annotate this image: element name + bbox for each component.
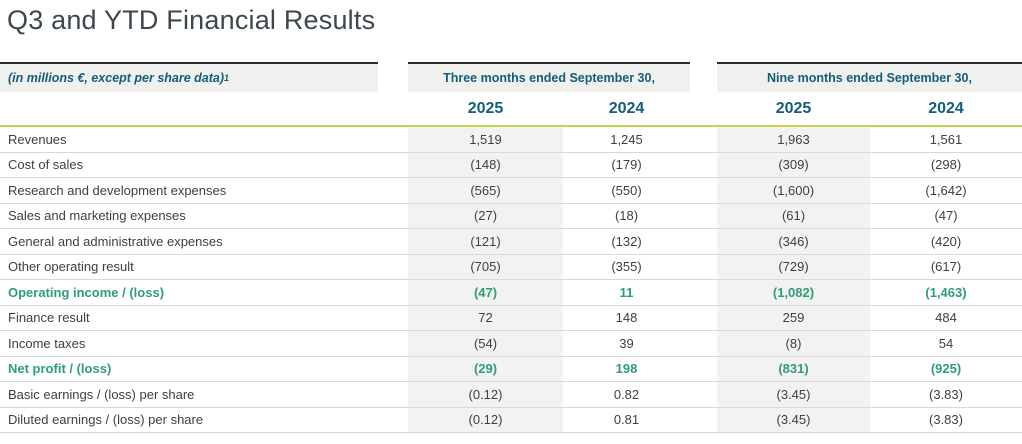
row-label: Revenues — [8, 131, 67, 147]
table-row-basic-eps: Basic earnings / (loss) per share (0.12)… — [0, 382, 1022, 408]
cell-value: 39 — [619, 335, 634, 351]
unit-label-text: (in millions €, except per share data) — [8, 71, 225, 85]
year-header: 2025 — [775, 99, 812, 117]
table-row-net-profit: Net profit / (loss) (29) 198 (831) (925) — [0, 356, 1022, 382]
row-label: Research and development expenses — [8, 182, 227, 198]
cell-value: (3.45) — [717, 407, 870, 432]
cell-value: (1,463) — [925, 284, 967, 300]
cell-value: (831) — [717, 356, 870, 381]
row-label: Operating income / (loss) — [8, 284, 165, 300]
cell-value: (148) — [408, 152, 563, 177]
year-header: 2024 — [608, 99, 645, 117]
cell-value: 11 — [619, 284, 634, 300]
table-row-sales-marketing: Sales and marketing expenses (27) (18) (… — [0, 203, 1022, 229]
table-header-row: (in millions €, except per share data) 1 … — [0, 62, 1022, 92]
cell-value: (27) — [408, 203, 563, 228]
table-row-finance-result: Finance result 72 148 259 484 — [0, 305, 1022, 331]
table-row-diluted-eps: Diluted earnings / (loss) per share (0.1… — [0, 407, 1022, 433]
cell-value: (121) — [408, 229, 563, 254]
cell-value: 148 — [615, 310, 638, 326]
cell-value: (346) — [717, 229, 870, 254]
row-label: Finance result — [8, 310, 90, 326]
row-label: Sales and marketing expenses — [8, 208, 186, 224]
cell-value: 198 — [615, 361, 638, 377]
cell-value: 259 — [717, 305, 870, 330]
cell-value: 1,561 — [929, 131, 963, 147]
cell-value: (705) — [408, 254, 563, 279]
cell-value: (3.45) — [717, 382, 870, 407]
cell-value: (298) — [930, 157, 962, 173]
row-label: General and administrative expenses — [8, 233, 223, 249]
table-row-other-operating: Other operating result (705) (355) (729)… — [0, 254, 1022, 280]
cell-value: (132) — [611, 233, 642, 249]
cell-value: (8) — [717, 331, 870, 356]
cell-value: (1,082) — [717, 280, 870, 305]
page-title: Q3 and YTD Financial Results — [7, 5, 376, 35]
cell-value: (565) — [408, 178, 563, 203]
group-header-three-months: Three months ended September 30, — [408, 62, 690, 92]
cell-value: (550) — [611, 182, 642, 198]
table-row-revenues: Revenues 1,519 1,245 1,963 1,561 — [0, 127, 1022, 153]
cell-value: 1,519 — [408, 127, 563, 152]
cell-value: (47) — [408, 280, 563, 305]
cell-value: (3.83) — [929, 412, 963, 428]
row-label: Net profit / (loss) — [8, 361, 112, 377]
cell-value: (617) — [930, 259, 962, 275]
table-row-general-admin: General and administrative expenses (121… — [0, 229, 1022, 255]
cell-value: 72 — [408, 305, 563, 330]
unit-label: (in millions €, except per share data) 1 — [0, 62, 378, 92]
row-label: Income taxes — [8, 335, 86, 351]
cell-value: (29) — [408, 356, 563, 381]
table-row-rnd-expenses: Research and development expenses (565) … — [0, 178, 1022, 204]
cell-value: (0.12) — [408, 382, 563, 407]
cell-value: (61) — [717, 203, 870, 228]
cell-value: (54) — [408, 331, 563, 356]
cell-value: 54 — [938, 335, 954, 351]
row-label: Other operating result — [8, 259, 134, 275]
row-label: Cost of sales — [8, 157, 84, 173]
year-header-row: 2025 2024 2025 2024 — [0, 92, 1022, 127]
financial-results-table: (in millions €, except per share data) 1 … — [0, 62, 1022, 433]
cell-value: (309) — [717, 152, 870, 177]
cell-value: (355) — [611, 259, 642, 275]
table-row-operating-income: Operating income / (loss) (47) 11 (1,082… — [0, 280, 1022, 306]
cell-value: (420) — [930, 233, 962, 249]
cell-value: (729) — [717, 254, 870, 279]
group-header-nine-months: Nine months ended September 30, — [717, 62, 1022, 92]
table-row-cost-of-sales: Cost of sales (148) (179) (309) (298) — [0, 152, 1022, 178]
cell-value: (47) — [934, 208, 958, 224]
cell-value: (179) — [611, 157, 642, 173]
cell-value: 1,245 — [610, 131, 643, 147]
cell-value: (1,642) — [925, 182, 967, 198]
cell-value: 1,963 — [717, 127, 870, 152]
year-header: 2025 — [467, 99, 504, 117]
cell-value: (1,600) — [717, 178, 870, 203]
cell-value: 0.82 — [613, 386, 640, 402]
row-label: Basic earnings / (loss) per share — [8, 386, 195, 402]
row-label: Diluted earnings / (loss) per share — [8, 412, 204, 428]
year-header: 2024 — [928, 99, 964, 117]
cell-value: (3.83) — [929, 386, 963, 402]
cell-value: (18) — [614, 208, 639, 224]
cell-value: 484 — [935, 310, 957, 326]
table-row-income-taxes: Income taxes (54) 39 (8) 54 — [0, 331, 1022, 357]
cell-value: (0.12) — [408, 407, 563, 432]
cell-value: 0.81 — [613, 412, 640, 428]
cell-value: (925) — [930, 361, 962, 377]
